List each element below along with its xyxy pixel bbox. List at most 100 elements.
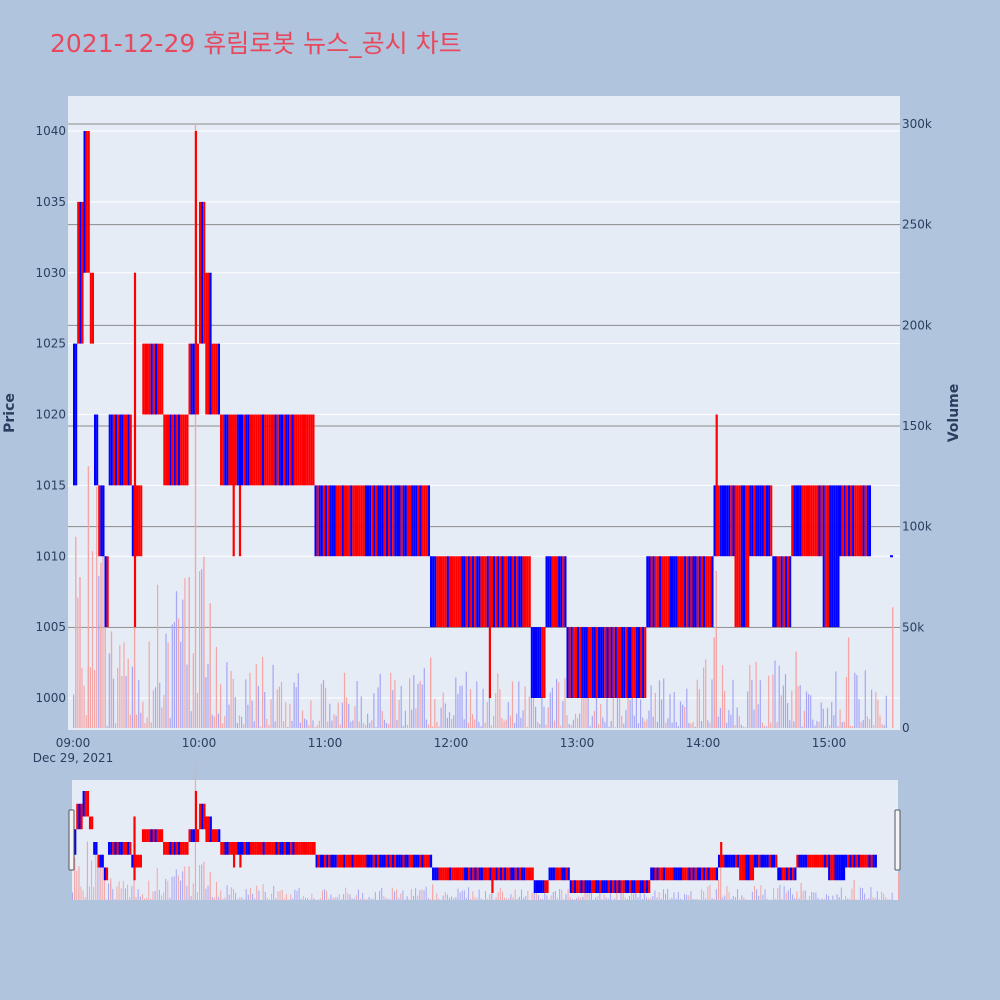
slider-volume-bar (605, 897, 607, 900)
slider-volume-bar (190, 896, 192, 900)
slider-price-candle (684, 867, 687, 881)
slider-price-candle (400, 854, 403, 868)
slider-price-candle (686, 867, 689, 881)
price-candle (803, 485, 806, 557)
slider-price-candle (249, 842, 253, 855)
price-candle (591, 627, 594, 698)
price-candle (650, 556, 653, 628)
volume-bar (142, 701, 144, 728)
slider-price-candle (811, 854, 814, 868)
volume-bar (337, 702, 339, 728)
slider-price-candle (175, 842, 178, 855)
volume-bar (199, 571, 201, 728)
price-candle (398, 485, 401, 557)
volume-bar (117, 667, 119, 728)
volume-bar (207, 663, 209, 728)
volume-bar (373, 693, 375, 728)
price-candle (425, 485, 428, 557)
price-candle (621, 627, 624, 698)
slider-volume-bar (652, 896, 654, 900)
slider-price-candle (584, 880, 587, 893)
price-candle (335, 485, 338, 557)
range-slider-right-handle[interactable] (894, 809, 901, 871)
price-candle (159, 343, 162, 415)
price-candle (79, 201, 82, 344)
slider-volume-bar (802, 890, 804, 900)
price-candle (163, 414, 166, 486)
price-candle (299, 414, 302, 486)
slider-price-candle (834, 854, 837, 881)
price-candle (192, 343, 195, 415)
slider-volume-bar (756, 889, 758, 900)
volume-bar (543, 706, 545, 728)
slider-price-candle (544, 880, 547, 893)
price-candle (814, 485, 817, 557)
slider-price-candle (472, 867, 475, 881)
slider-price-candle (563, 867, 566, 881)
price-candle (514, 556, 517, 628)
slider-price-candle (321, 854, 325, 868)
price-candle (453, 556, 456, 628)
price-candle (707, 556, 710, 628)
price-candle (207, 272, 210, 415)
slider-volume-bar (523, 897, 525, 900)
range-slider-left-handle[interactable] (68, 809, 75, 871)
slider-volume-bar (540, 898, 542, 900)
price-candle (379, 485, 382, 557)
slider-volume-bar (470, 898, 472, 900)
slider-price-candle (823, 854, 827, 868)
slider-volume-bar (300, 898, 302, 900)
slider-volume-bar (834, 899, 836, 900)
price-candle (461, 556, 464, 628)
slider-volume-bar (351, 898, 353, 900)
volume-bar (444, 703, 446, 728)
price-candle (150, 343, 153, 415)
volume-bar (732, 679, 734, 728)
price-candle (178, 414, 181, 486)
slider-price-candle (853, 854, 856, 868)
slider-volume-bar (254, 898, 256, 900)
slider-volume-bar (186, 885, 188, 900)
volume-bar (129, 714, 131, 728)
last-price-marker (890, 555, 893, 558)
slider-volume-bar (196, 892, 198, 900)
slider-price-candle (703, 867, 706, 881)
volume-bar (850, 726, 852, 728)
slider-price-candle (324, 854, 327, 868)
slider-volume-bar (701, 889, 703, 900)
slider-price-candle (732, 854, 735, 868)
slider-price-candle (747, 854, 750, 881)
slider-price-candle (468, 867, 471, 881)
x-tick-label: 13:00 (560, 736, 595, 750)
volume-peak-bar (194, 124, 197, 728)
y2-tick-label: 300k (902, 117, 932, 131)
volume-peak-bar (87, 466, 90, 728)
volume-bar (486, 702, 488, 728)
price-candle (360, 485, 363, 557)
slider-volume-bar (764, 889, 766, 900)
price-candle (505, 556, 508, 628)
price-candle (560, 556, 563, 628)
price-candle (721, 485, 724, 557)
price-candle (129, 414, 132, 486)
price-candle (228, 414, 231, 486)
volume-bar (581, 680, 583, 728)
volume-bar (558, 682, 560, 728)
slider-price-candle (150, 829, 153, 842)
slider-volume-bar (139, 896, 141, 900)
volume-bar (673, 692, 675, 728)
slider-price-candle (389, 854, 392, 868)
price-candle (146, 343, 149, 415)
slider-volume-bar (571, 899, 573, 900)
price-candle (306, 414, 309, 486)
slider-price-candle (154, 829, 157, 842)
price-candle (270, 414, 273, 486)
price-candle (161, 343, 164, 415)
volume-peak-bar (110, 631, 113, 728)
slider-volume-bar (546, 895, 548, 900)
slider-price-candle (681, 867, 685, 881)
slider-volume-bar (84, 897, 86, 900)
price-candle (451, 556, 454, 628)
volume-bar (816, 720, 818, 728)
volume-bar (663, 678, 665, 728)
